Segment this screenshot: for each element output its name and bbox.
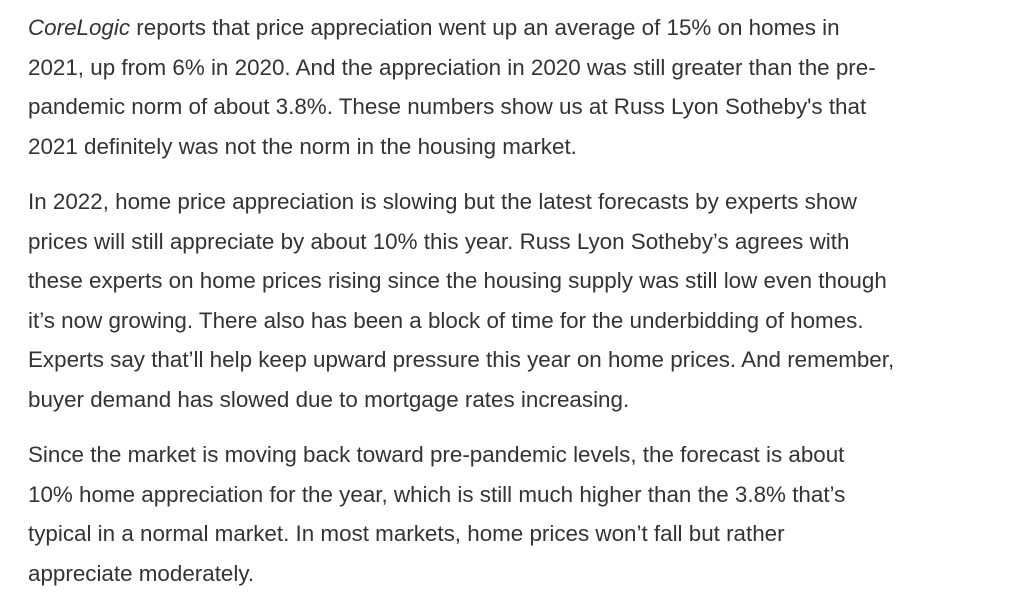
paragraph-line: buyer demand has slowed due to mortgage … [28, 386, 630, 412]
paragraph-1: CoreLogic reports that price appreciatio… [28, 8, 1004, 166]
paragraph-line: In 2022, home price appreciation is slow… [28, 189, 857, 214]
paragraph-line: 2021 definitely was not the norm in the … [28, 133, 577, 159]
paragraph-line: pandemic norm of about 3.8%. These numbe… [28, 94, 867, 119]
paragraph-line: these experts on home prices rising sinc… [28, 268, 887, 293]
paragraph-2: In 2022, home price appreciation is slow… [28, 182, 1004, 419]
paragraph-line: appreciate moderately. [28, 560, 255, 586]
paragraph-line-text: reports that price appreciation went up … [130, 15, 840, 40]
paragraph-line: Since the market is moving back toward p… [28, 442, 845, 467]
paragraph-line: CoreLogic reports that price appreciatio… [28, 8, 1004, 48]
paragraph-line: Experts say that’ll help keep upward pre… [28, 347, 895, 372]
paragraph-line: 10% home appreciation for the year, whic… [28, 481, 846, 507]
corelogic-source-name: CoreLogic [28, 15, 131, 40]
article-body: CoreLogic reports that price appreciatio… [28, 8, 1004, 593]
paragraph-3: Since the market is moving back toward p… [28, 435, 1004, 593]
paragraph-line: prices will still appreciate by about 10… [28, 228, 850, 254]
paragraph-line: 2021, up from 6% in 2020. And the apprec… [28, 54, 876, 80]
paragraph-line: it’s now growing. There also has been a … [28, 307, 864, 333]
paragraph-line: typical in a normal market. In most mark… [28, 521, 785, 546]
